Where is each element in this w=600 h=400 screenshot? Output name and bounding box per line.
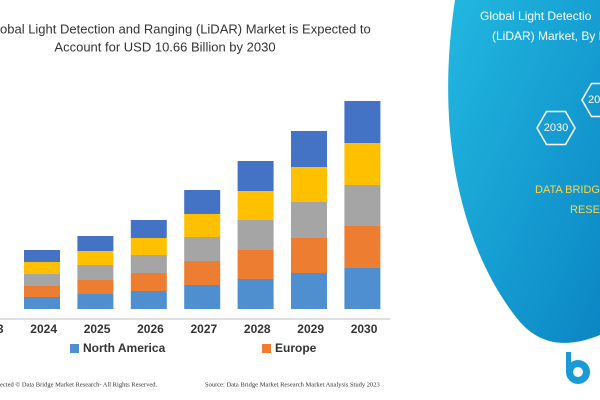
bar-segment (77, 251, 114, 265)
bar-segment (24, 250, 60, 262)
x-tick-label: 2029 (297, 322, 324, 336)
side-panel (448, 0, 600, 343)
source: Source: Data Bridge Market Research Mark… (205, 381, 380, 388)
bar-segment (184, 237, 221, 261)
hexagon (581, 82, 600, 118)
x-tick-label: 2026 (137, 322, 164, 336)
bar-segment (184, 285, 221, 309)
bar-segment (344, 185, 381, 226)
bar-segment (130, 255, 167, 273)
bar-segment (184, 261, 221, 285)
bar-segment (24, 262, 60, 274)
legend-swatch (70, 344, 79, 353)
bar-segment (24, 286, 60, 297)
x-tick-label: 3 (0, 322, 4, 336)
copyright: ected © Data Bridge Market Research- All… (0, 381, 157, 388)
panel-title: (LiDAR) Market, By R (492, 29, 600, 43)
bar-segment (237, 279, 274, 309)
bar-segment (77, 280, 114, 294)
bar-segment (344, 226, 381, 268)
bar-segment (291, 131, 327, 167)
bar-segment (24, 274, 60, 286)
bar-segment (184, 214, 221, 237)
bar-segment (291, 273, 327, 309)
bar-segment (291, 202, 327, 238)
bar-segment (77, 236, 114, 251)
bar-segment (77, 265, 114, 280)
x-tick-label: 2027 (190, 322, 217, 336)
bar-segment (291, 238, 327, 273)
bar-segment (344, 101, 381, 143)
x-tick-label: 2030 (351, 322, 378, 336)
bar-segment (344, 143, 381, 185)
legend-swatch (262, 344, 271, 353)
bar-segment (77, 294, 114, 309)
hexagon (536, 110, 576, 146)
chart-title: Account for USD 10.66 Billion by 2030 (54, 39, 275, 54)
x-tick-label: 2025 (84, 322, 111, 336)
bar-segment (291, 167, 327, 202)
bar-segment (130, 238, 167, 255)
bar-segment (184, 190, 221, 214)
bar-segment (24, 297, 60, 309)
hex-label: 2030 (544, 122, 568, 134)
bar-segment (344, 268, 381, 309)
bar-segment (237, 161, 274, 191)
chart-title: obal Light Detection and Ranging (LiDAR)… (0, 21, 371, 36)
legend-label: Europe (275, 341, 317, 355)
hex-label: 20 (588, 94, 600, 106)
bar-segment (237, 220, 274, 250)
x-tick-label: 2024 (30, 322, 57, 336)
bar-segment (130, 291, 167, 309)
bar-segment (237, 191, 274, 220)
logo (566, 352, 590, 384)
panel-brand: DATA BRIDGE (535, 184, 600, 196)
bar-segment (130, 273, 167, 291)
panel-title: Global Light Detectio (480, 9, 592, 23)
bar-segment (130, 220, 167, 238)
bar-segment (237, 250, 274, 279)
panel-brand: RESE (570, 204, 600, 216)
x-tick-label: 2028 (244, 322, 271, 336)
legend-label: North America (83, 341, 166, 355)
